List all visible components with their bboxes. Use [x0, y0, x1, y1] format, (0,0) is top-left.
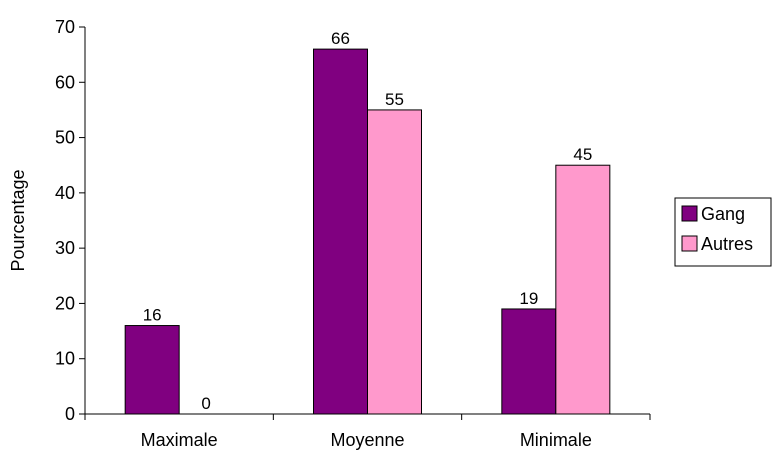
data-label: 66	[331, 29, 350, 48]
bar-autres	[555, 164, 611, 415]
y-tick-label: 10	[55, 349, 75, 369]
x-category-label: Maximale	[141, 430, 218, 450]
data-label: 45	[573, 145, 592, 164]
plot-area: 16 0 66 55 19 45	[124, 29, 611, 415]
axes: 0 10 20 30 40 50 60 70 Maximale Moyenne Minimale	[55, 17, 651, 450]
legend-swatch-gang	[681, 205, 698, 222]
y-tick-label: 70	[55, 17, 75, 37]
legend-swatch-autres	[681, 235, 698, 252]
data-label: 16	[143, 306, 162, 325]
data-label: 55	[385, 90, 404, 109]
legend: Gang Autres	[674, 197, 772, 267]
legend-label-gang: Gang	[701, 204, 745, 224]
x-category-label: Minimale	[520, 430, 592, 450]
x-category-label: Moyenne	[330, 430, 404, 450]
y-tick-label: 0	[65, 404, 75, 424]
bar-autres	[367, 109, 422, 415]
y-tick-label: 20	[55, 293, 75, 313]
y-tick-label: 40	[55, 183, 75, 203]
y-tick-label: 60	[55, 72, 75, 92]
y-axis-title: Pourcentage	[8, 169, 28, 271]
y-tick-label: 50	[55, 128, 75, 148]
bar-gang	[313, 48, 368, 415]
bar-gang	[501, 308, 557, 415]
data-label: 0	[201, 394, 210, 413]
y-tick-label: 30	[55, 238, 75, 258]
bar-gang	[124, 325, 180, 415]
data-label: 19	[519, 289, 538, 308]
legend-label-autres: Autres	[701, 234, 753, 254]
